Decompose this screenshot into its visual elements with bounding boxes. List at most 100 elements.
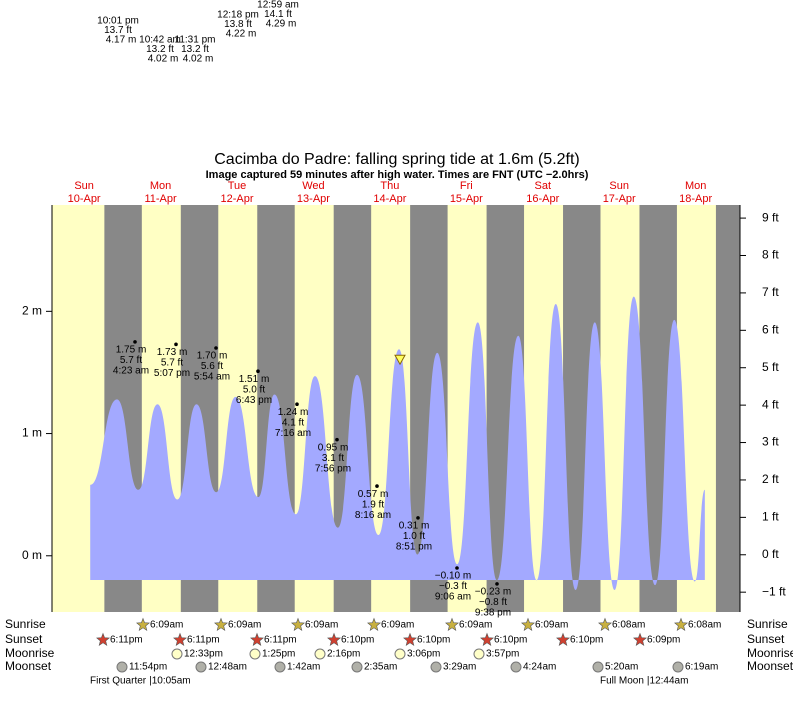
moonset-time: 11:54pm bbox=[129, 662, 167, 673]
sunrise-icon bbox=[674, 617, 688, 631]
top-tide-time: 10:42 am bbox=[139, 35, 181, 46]
moonrise-time: 12:33pm bbox=[184, 649, 223, 660]
moonset-time: 2:35am bbox=[364, 662, 397, 673]
sunrise-time: 6:08am bbox=[612, 620, 645, 631]
tide-label-ft: −0.8 ft bbox=[479, 597, 507, 608]
y-tick-label: 0 m bbox=[22, 548, 42, 562]
row-label-left: Moonset bbox=[5, 659, 52, 673]
day-name: Sat bbox=[535, 180, 552, 192]
tide-label-time: 7:56 pm bbox=[315, 463, 351, 474]
tide-label-ft: 5.0 ft bbox=[243, 384, 265, 395]
moonset-time: 5:20am bbox=[605, 662, 638, 673]
row-label-left: Sunrise bbox=[5, 617, 46, 631]
sunset-time: 6:11pm bbox=[187, 635, 220, 646]
tide-label-time: 5:54 am bbox=[194, 372, 230, 383]
day-date: 13-Apr bbox=[297, 193, 330, 205]
current-level-marker bbox=[394, 354, 406, 366]
top-tide-m: 4.29 m bbox=[266, 19, 297, 30]
moonset-time: 4:24am bbox=[523, 662, 556, 673]
tide-label-m: 1.70 m bbox=[197, 351, 228, 362]
day-name: Sun bbox=[609, 180, 629, 192]
sunrise-time: 6:09am bbox=[535, 620, 568, 631]
moon-phase-name: Full Moon bbox=[600, 676, 644, 687]
day-date: 18-Apr bbox=[679, 193, 712, 205]
moonset-icon bbox=[510, 661, 522, 673]
sunrise-time: 6:09am bbox=[459, 620, 492, 631]
sunrise-time: 6:08am bbox=[688, 620, 721, 631]
moon-phase-time: |12:44am bbox=[647, 676, 689, 687]
moonrise-icon bbox=[171, 648, 183, 660]
tide-point bbox=[335, 437, 339, 442]
sunrise-icon bbox=[445, 617, 459, 631]
tide-label-time: 9:06 am bbox=[435, 592, 471, 603]
moonset-icon bbox=[274, 661, 286, 673]
moonset-icon bbox=[430, 661, 442, 673]
sunrise-icon bbox=[136, 617, 150, 631]
top-tide-ft: 13.8 ft bbox=[224, 19, 252, 30]
top-tide-time: 10:01 pm bbox=[97, 16, 139, 27]
tide-label-ft: 1.0 ft bbox=[403, 531, 425, 542]
tide-point bbox=[214, 346, 218, 350]
tide-label-m: 1.75 m bbox=[116, 345, 147, 356]
top-tide-m: 4.02 m bbox=[183, 54, 214, 65]
y2-tick-label: 5 ft bbox=[762, 360, 779, 374]
moonset-icon bbox=[195, 661, 207, 673]
tide-label-time: 7:16 am bbox=[275, 428, 311, 439]
day-name: Tue bbox=[228, 180, 247, 192]
sunset-icon bbox=[96, 632, 110, 646]
tide-point bbox=[495, 582, 499, 586]
day-name: Thu bbox=[380, 180, 399, 192]
day-date: 10-Apr bbox=[68, 193, 101, 205]
sunset-time: 6:10pm bbox=[570, 635, 603, 646]
tide-label-m: −0.10 m bbox=[435, 571, 471, 582]
tide-label-time: 5:07 pm bbox=[154, 368, 190, 379]
moonrise-icon bbox=[314, 648, 326, 660]
tide-label-time: 4:23 am bbox=[113, 366, 149, 377]
top-tide-time: 12:59 am bbox=[257, 0, 299, 11]
row-label-left: Sunset bbox=[5, 632, 43, 646]
y2-tick-label: 3 ft bbox=[762, 435, 779, 449]
day-date: 14-Apr bbox=[373, 193, 406, 205]
tide-label-m: −0.23 m bbox=[475, 587, 511, 598]
row-label-right: Moonset bbox=[747, 659, 793, 673]
tide-label-ft: 1.9 ft bbox=[362, 499, 384, 510]
tide-label-m: 0.57 m bbox=[358, 489, 389, 500]
top-tide-m: 4.17 m bbox=[106, 35, 137, 46]
top-tide-ft: 13.2 ft bbox=[181, 44, 209, 55]
sunrise-time: 6:09am bbox=[228, 620, 261, 631]
moonrise-time: 1:25pm bbox=[262, 649, 295, 660]
sunset-time: 6:10pm bbox=[341, 635, 374, 646]
tide-label-m: 1.73 m bbox=[157, 347, 188, 358]
tide-label-m: 1.51 m bbox=[239, 374, 270, 385]
moonset-icon bbox=[592, 661, 604, 673]
tide-label-m: 0.31 m bbox=[399, 521, 430, 532]
sunset-icon bbox=[480, 632, 494, 646]
y-tick-label: 2 m bbox=[22, 304, 42, 318]
moonset-time: 6:19am bbox=[685, 662, 718, 673]
top-tide-ft: 13.2 ft bbox=[146, 44, 174, 55]
sunset-time: 6:11pm bbox=[110, 635, 143, 646]
y2-tick-label: 6 ft bbox=[762, 322, 779, 336]
sunrise-time: 6:09am bbox=[150, 620, 183, 631]
tide-area bbox=[90, 296, 705, 590]
tide-label-m: 1.24 m bbox=[278, 407, 309, 418]
day-date: 11-Apr bbox=[144, 193, 177, 205]
tide-label-m: 0.95 m bbox=[318, 442, 349, 453]
top-tide-ft: 13.7 ft bbox=[104, 25, 132, 36]
y2-tick-label: 2 ft bbox=[762, 472, 779, 486]
sunset-time: 6:10pm bbox=[494, 635, 527, 646]
y2-tick-label: 0 ft bbox=[762, 547, 779, 561]
sunrise-time: 6:09am bbox=[305, 620, 338, 631]
moon-phase-name: First Quarter bbox=[90, 676, 147, 687]
night-band bbox=[715, 205, 740, 612]
sunrise-icon bbox=[598, 617, 612, 631]
sunset-icon bbox=[633, 632, 647, 646]
sunset-icon bbox=[403, 632, 417, 646]
tide-label-ft: −0.3 ft bbox=[439, 581, 467, 592]
y2-tick-label: 1 ft bbox=[762, 510, 779, 524]
day-name: Mon bbox=[685, 180, 706, 192]
sunset-icon bbox=[327, 632, 341, 646]
tide-point bbox=[375, 484, 379, 488]
day-name: Mon bbox=[150, 180, 171, 192]
